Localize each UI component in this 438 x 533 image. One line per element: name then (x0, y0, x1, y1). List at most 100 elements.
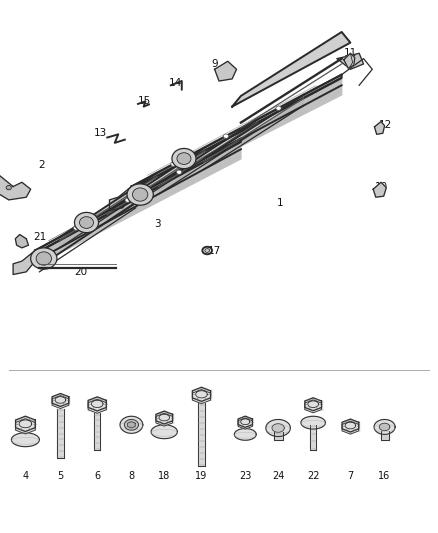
Polygon shape (310, 425, 316, 450)
Text: 15: 15 (138, 96, 151, 106)
Polygon shape (266, 419, 290, 437)
Ellipse shape (223, 134, 229, 138)
Ellipse shape (31, 248, 57, 269)
Polygon shape (35, 139, 241, 253)
Polygon shape (379, 423, 390, 431)
Polygon shape (313, 398, 321, 403)
Polygon shape (156, 411, 164, 416)
Polygon shape (120, 416, 143, 433)
Polygon shape (272, 424, 284, 432)
Polygon shape (305, 398, 313, 403)
Polygon shape (238, 416, 245, 421)
Polygon shape (60, 173, 157, 240)
Polygon shape (159, 119, 258, 186)
Polygon shape (201, 398, 211, 403)
Text: 8: 8 (128, 471, 134, 481)
Polygon shape (11, 433, 39, 447)
Polygon shape (234, 429, 256, 440)
Polygon shape (192, 398, 201, 403)
Polygon shape (15, 416, 35, 432)
Text: 21: 21 (33, 232, 46, 242)
Polygon shape (305, 407, 313, 413)
Polygon shape (15, 416, 25, 423)
Polygon shape (350, 429, 359, 434)
Polygon shape (33, 251, 35, 260)
Text: 23: 23 (239, 471, 251, 481)
Polygon shape (342, 429, 350, 434)
Text: 9: 9 (211, 59, 218, 69)
Ellipse shape (36, 252, 52, 265)
Polygon shape (52, 393, 60, 399)
Polygon shape (373, 182, 386, 197)
Polygon shape (342, 419, 350, 424)
Ellipse shape (74, 226, 79, 230)
Polygon shape (97, 407, 106, 413)
Polygon shape (25, 427, 35, 434)
Text: 19: 19 (195, 471, 208, 481)
Polygon shape (192, 387, 201, 393)
Polygon shape (88, 407, 97, 413)
Text: 12: 12 (379, 120, 392, 130)
Polygon shape (164, 421, 173, 426)
Text: 1: 1 (277, 198, 284, 207)
Text: 5: 5 (57, 471, 64, 481)
Polygon shape (97, 397, 106, 403)
Ellipse shape (74, 212, 99, 232)
Text: 16: 16 (378, 471, 391, 481)
Polygon shape (13, 251, 35, 274)
Polygon shape (0, 176, 31, 200)
Polygon shape (25, 416, 35, 423)
Polygon shape (374, 122, 385, 134)
Polygon shape (305, 398, 321, 410)
Text: 11: 11 (344, 49, 357, 58)
Polygon shape (60, 403, 69, 408)
Polygon shape (52, 403, 60, 408)
Text: 2: 2 (38, 160, 45, 170)
Polygon shape (88, 397, 106, 411)
Polygon shape (350, 419, 359, 424)
Polygon shape (107, 151, 205, 222)
Polygon shape (245, 416, 252, 421)
Polygon shape (124, 419, 138, 430)
Text: 4: 4 (22, 471, 28, 481)
Polygon shape (94, 413, 100, 450)
Ellipse shape (80, 216, 94, 228)
Polygon shape (15, 235, 28, 248)
Text: 18: 18 (158, 471, 170, 481)
Polygon shape (131, 75, 342, 189)
Polygon shape (204, 95, 304, 161)
Ellipse shape (127, 184, 153, 205)
Polygon shape (245, 425, 252, 429)
Text: 22: 22 (307, 471, 319, 481)
Polygon shape (159, 123, 258, 194)
Polygon shape (151, 425, 177, 439)
Text: 10: 10 (374, 182, 388, 191)
Polygon shape (313, 407, 321, 413)
Polygon shape (131, 77, 342, 202)
Text: 6: 6 (94, 471, 100, 481)
Polygon shape (381, 431, 389, 440)
Polygon shape (344, 53, 355, 68)
Ellipse shape (205, 248, 209, 253)
Ellipse shape (177, 152, 191, 164)
Polygon shape (201, 387, 211, 393)
Polygon shape (156, 411, 173, 424)
Polygon shape (337, 53, 364, 69)
Polygon shape (60, 393, 69, 399)
Text: 13: 13 (94, 128, 107, 138)
Ellipse shape (202, 247, 212, 254)
Polygon shape (60, 176, 157, 248)
Polygon shape (238, 416, 252, 427)
Polygon shape (301, 416, 325, 429)
Polygon shape (215, 61, 237, 81)
Ellipse shape (125, 198, 131, 202)
Ellipse shape (6, 185, 11, 190)
Polygon shape (52, 393, 69, 406)
Polygon shape (204, 98, 304, 169)
Polygon shape (238, 425, 245, 429)
Polygon shape (342, 419, 359, 432)
Polygon shape (15, 427, 25, 434)
Polygon shape (107, 147, 205, 214)
Text: 20: 20 (74, 267, 88, 277)
Text: 24: 24 (272, 471, 284, 481)
